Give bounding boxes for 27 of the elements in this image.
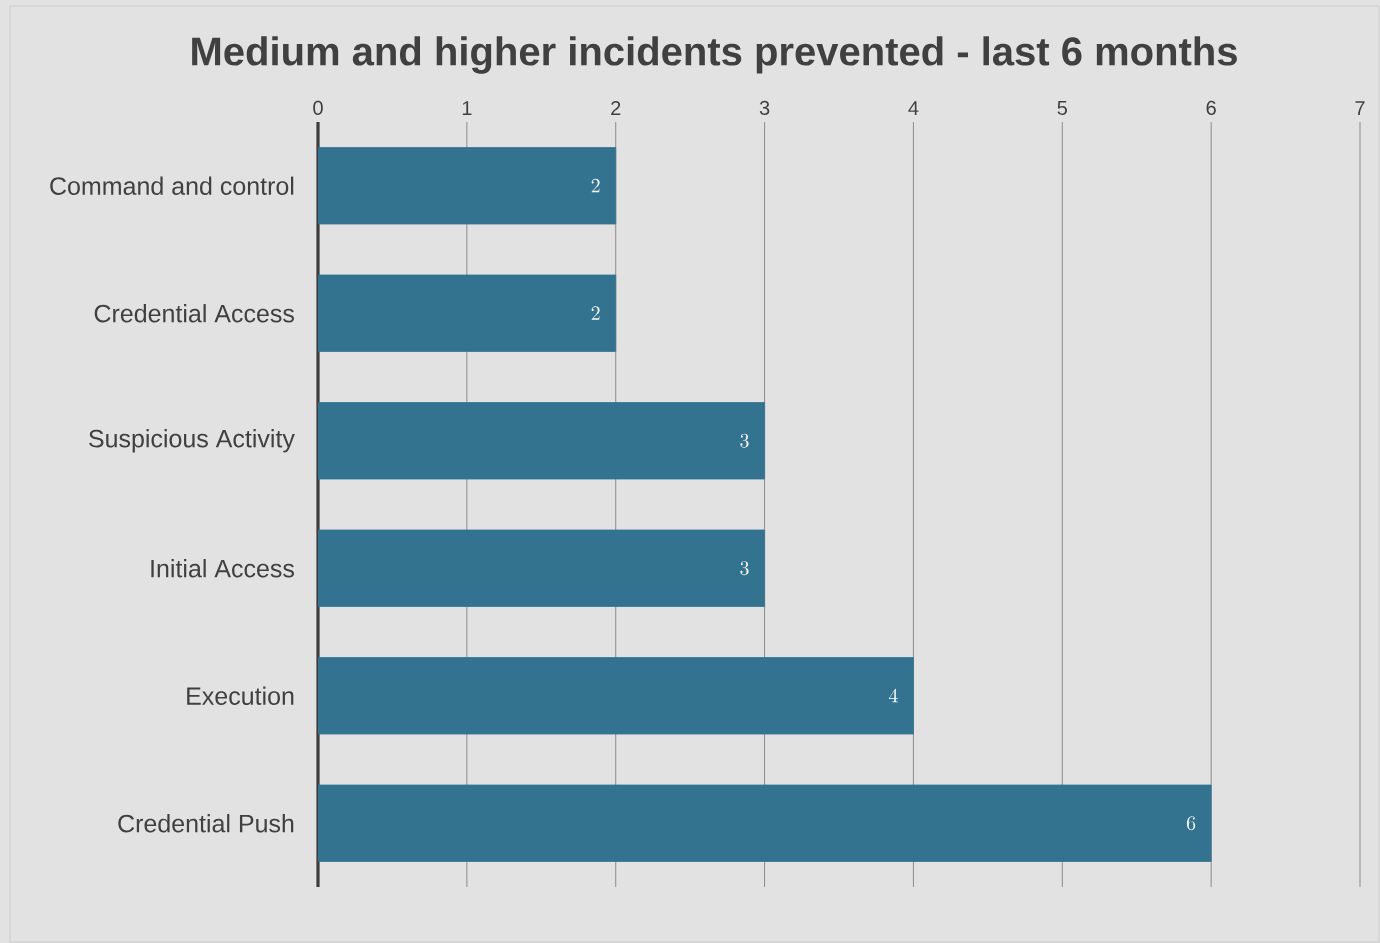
y-tick-label: Execution	[187, 686, 294, 705]
x-tick-label: 1	[462, 101, 472, 115]
y-tick-label: Credential Access	[94, 304, 294, 323]
y-tick-label: Initial Access	[151, 559, 295, 578]
x-tick-label: 4	[908, 101, 919, 115]
bar	[318, 784, 1212, 862]
bar	[318, 274, 617, 352]
data-label: 3	[740, 561, 749, 576]
x-tick-label: 0	[313, 100, 323, 115]
bar	[318, 402, 765, 480]
x-tick-label: 6	[1206, 100, 1216, 115]
y-tick-label: Suspicious Activity	[89, 429, 295, 453]
x-tick-label: 3	[759, 100, 770, 115]
chart-title: Medium and higher incidents prevented - last 6 months	[192, 36, 1237, 74]
x-tick-label: 7	[1355, 101, 1365, 115]
data-label: 2	[591, 178, 600, 193]
y-tick-label: Credential Push	[118, 814, 294, 833]
data-label: 4	[888, 688, 898, 703]
y-tick-label: Command and control	[50, 176, 294, 195]
x-tick-label: 5	[1057, 100, 1068, 115]
bar	[318, 147, 617, 225]
bar	[318, 529, 765, 607]
x-tick-label: 2	[611, 100, 621, 115]
data-label: 6	[1186, 816, 1196, 831]
data-label: 2	[591, 306, 600, 320]
bar	[318, 657, 914, 735]
data-label: 3	[740, 433, 749, 448]
